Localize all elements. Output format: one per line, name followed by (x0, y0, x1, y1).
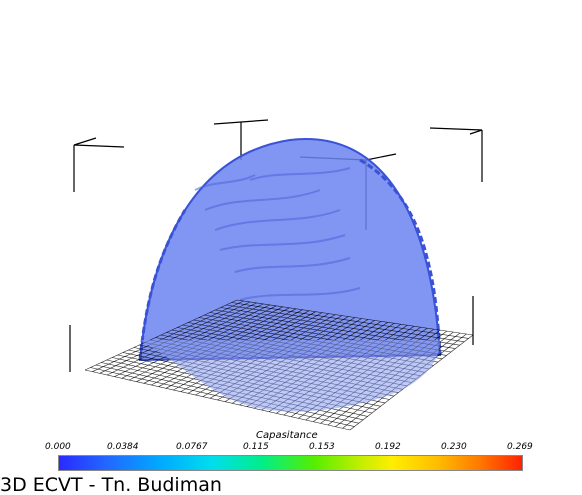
colorbar-tick: 0.230 (441, 442, 467, 452)
volume-front (140, 340, 440, 412)
colorbar-tick: 0.153 (309, 442, 335, 452)
volume-back (140, 139, 440, 360)
colorbar-tick: 0.0767 (176, 442, 208, 452)
colorbar-tick: 0.192 (375, 442, 401, 452)
viewer-caption: 3D ECVT - Tn. Budiman (0, 474, 222, 495)
colorbar-tick: 0.0384 (107, 442, 139, 452)
colorbar-gradient (58, 455, 523, 471)
colorbar-tick: 0.115 (243, 442, 269, 452)
colorbar-tick: 0.269 (507, 442, 533, 452)
colorbar-tick: 0.000 (45, 442, 71, 452)
colorbar-title: Capasitance (256, 430, 318, 441)
